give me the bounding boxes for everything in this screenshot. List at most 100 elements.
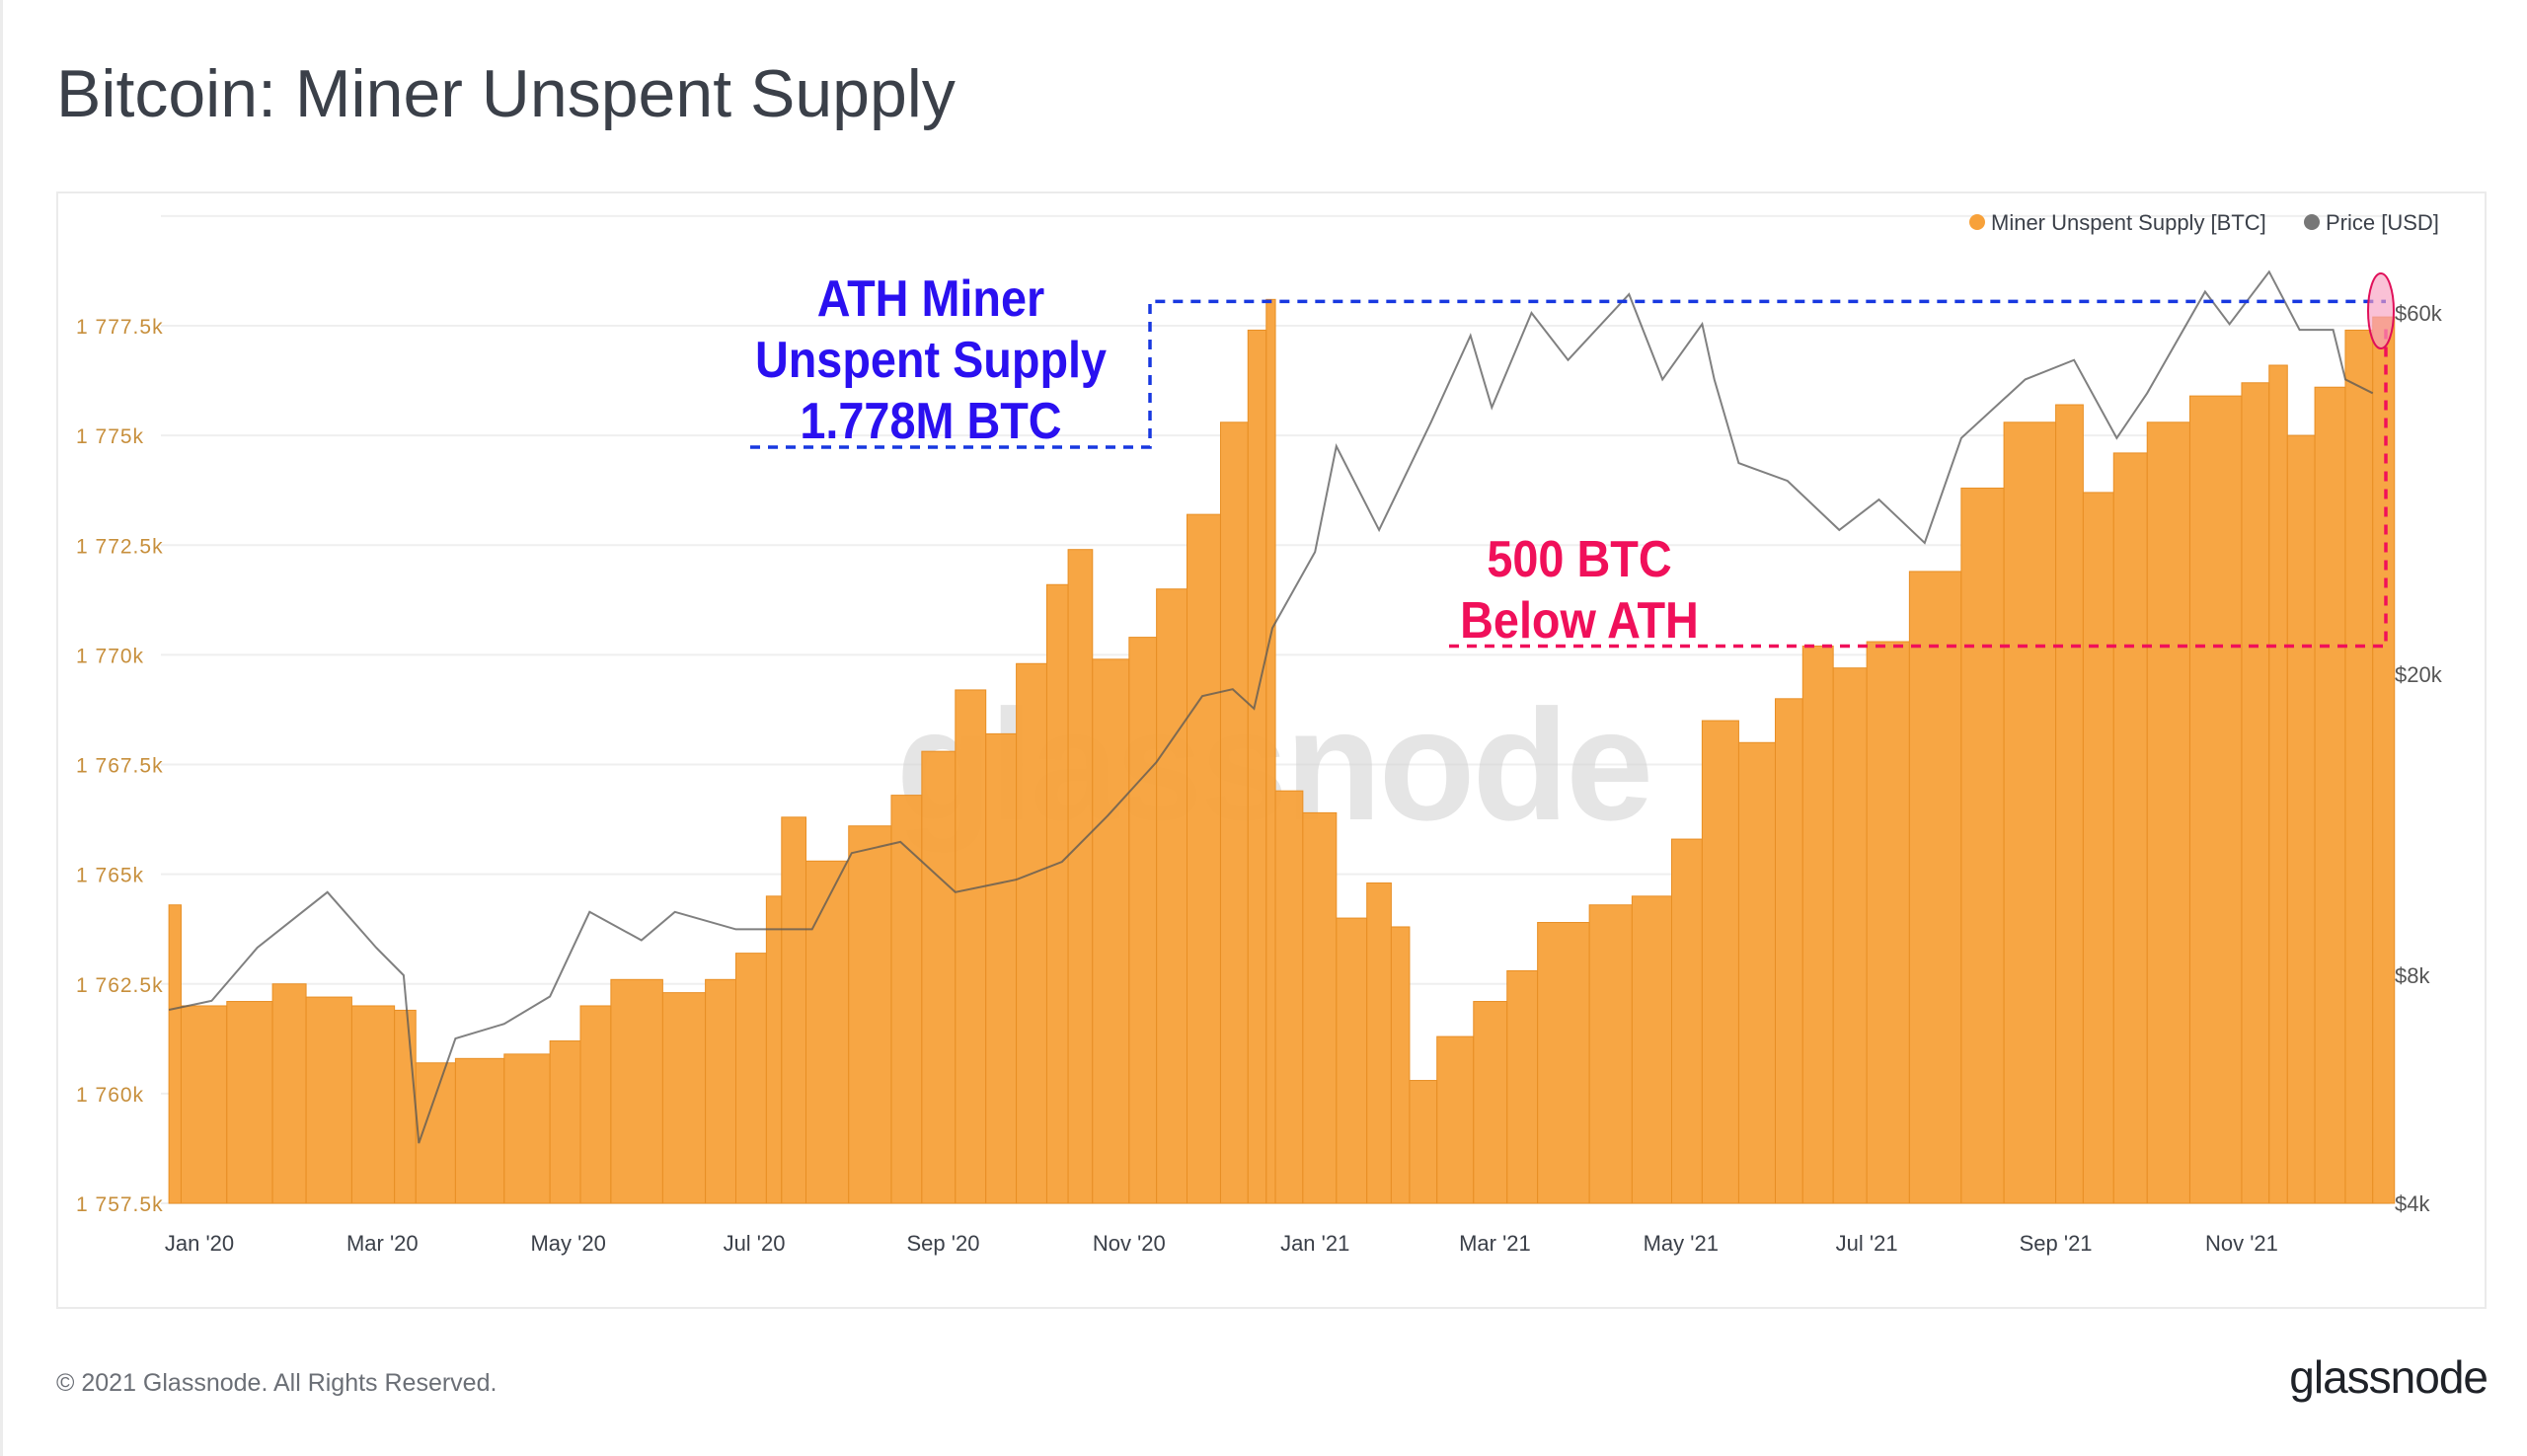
x-tick-label: Mar '21 — [1459, 1231, 1531, 1256]
supply-bar — [1409, 1080, 1438, 1204]
y-left-tick-label: 1 760k — [76, 1084, 144, 1107]
supply-bar — [661, 992, 707, 1204]
glassnode-logo[interactable]: glassnode — [2289, 1351, 2489, 1403]
y-left-tick-label: 1 770k — [76, 645, 144, 667]
supply-bar — [1588, 904, 1633, 1204]
supply-bar — [1436, 1035, 1475, 1204]
supply-bar — [180, 1005, 228, 1204]
supply-bar — [2188, 395, 2243, 1204]
x-tick-label: Nov '20 — [1093, 1231, 1166, 1256]
supply-bar — [1671, 838, 1703, 1204]
supply-bar — [705, 978, 736, 1204]
chart-panel — [56, 192, 2487, 1309]
supply-bar — [1473, 1001, 1508, 1204]
supply-bar — [1302, 811, 1338, 1204]
supply-bar — [1265, 298, 1276, 1204]
supply-bar — [1801, 645, 1834, 1204]
supply-bar — [2241, 382, 2270, 1204]
y-left-tick-label: 1 757.5k — [76, 1193, 164, 1216]
supply-bar — [955, 689, 987, 1204]
y-right-tick-label: $8k — [2395, 963, 2430, 988]
legend-dot-price — [2304, 214, 2320, 230]
x-tick-label: May '21 — [1644, 1231, 1719, 1256]
supply-bar — [1366, 882, 1392, 1204]
x-tick-label: Jul '21 — [1836, 1231, 1898, 1256]
y-left-tick-label: 1 777.5k — [76, 316, 164, 339]
supply-bar — [2003, 421, 2057, 1204]
below-ath-annotation-text: 500 BTC — [1487, 531, 1671, 588]
supply-bar — [985, 732, 1018, 1204]
x-tick-label: May '20 — [530, 1231, 605, 1256]
supply-bar — [2268, 364, 2288, 1204]
supply-bar — [890, 795, 923, 1204]
supply-bar — [781, 816, 807, 1204]
supply-bar — [350, 1005, 396, 1204]
supply-bar — [921, 750, 957, 1204]
legend-label-supply: Miner Unspent Supply [BTC] — [1991, 210, 2266, 235]
supply-bar — [1631, 895, 1673, 1204]
y-left-tick-label: 1 775k — [76, 425, 144, 448]
supply-bar — [1247, 329, 1267, 1204]
price-line — [168, 269, 2374, 1144]
supply-bar — [1092, 658, 1130, 1204]
x-tick-label: Nov '21 — [2205, 1231, 2278, 1256]
supply-bar — [1701, 720, 1739, 1204]
supply-bar — [271, 983, 307, 1204]
supply-bar — [1506, 969, 1539, 1204]
supply-bar — [1908, 571, 1962, 1204]
supply-bar — [1187, 513, 1221, 1204]
supply-bar — [549, 1040, 581, 1204]
supply-bar — [1537, 922, 1590, 1204]
supply-bar — [2082, 492, 2114, 1204]
supply-bar — [2372, 316, 2396, 1204]
supply-bar — [1960, 487, 2005, 1204]
x-tick-label: Jan '21 — [1280, 1231, 1349, 1256]
supply-bar — [734, 953, 767, 1204]
supply-bar — [805, 860, 850, 1204]
supply-bar — [1156, 588, 1188, 1204]
supply-bar — [1067, 549, 1094, 1204]
supply-bar — [610, 978, 663, 1204]
copyright-text: © 2021 Glassnode. All Rights Reserved. — [56, 1369, 498, 1397]
supply-bar — [2286, 434, 2316, 1204]
supply-bar — [1832, 667, 1868, 1204]
y-left-tick-label: 1 765k — [76, 865, 144, 887]
y-left-tick-label: 1 762.5k — [76, 974, 164, 997]
x-tick-label: Jul '20 — [724, 1231, 786, 1256]
supply-bar — [2146, 421, 2190, 1204]
ath-annotation-text: Unspent Supply — [755, 332, 1108, 389]
supply-bar — [1274, 790, 1304, 1204]
y-right-tick-label: $60k — [2395, 301, 2443, 326]
supply-bar — [1866, 641, 1910, 1204]
y-left-tick-label: 1 772.5k — [76, 535, 164, 558]
ath-dashed-line — [750, 299, 2386, 449]
y-right-tick-label: $20k — [2395, 662, 2443, 687]
supply-bar — [1128, 637, 1158, 1204]
supply-bar — [1219, 421, 1249, 1204]
x-tick-label: Sep '20 — [907, 1231, 980, 1256]
supply-bar — [503, 1053, 551, 1204]
highlight-ellipse — [2367, 272, 2395, 349]
supply-bar — [226, 1001, 273, 1204]
supply-bar — [2314, 386, 2346, 1204]
x-tick-label: Jan '20 — [165, 1231, 234, 1256]
y-right-tick-label: $4k — [2395, 1191, 2430, 1216]
y-left-tick-label: 1 767.5k — [76, 755, 164, 778]
supply-bar — [1336, 917, 1368, 1204]
x-tick-label: Mar '20 — [346, 1231, 419, 1256]
supply-bar — [305, 996, 352, 1204]
x-tick-label: Sep '21 — [2020, 1231, 2093, 1256]
supply-bar — [2344, 329, 2374, 1204]
supply-bar — [394, 1009, 417, 1204]
supply-bar — [579, 1005, 612, 1204]
supply-bar — [168, 904, 182, 1204]
supply-bar — [1774, 698, 1803, 1204]
supply-bar — [1016, 662, 1047, 1204]
supply-bar — [848, 825, 892, 1204]
page-edge — [0, 0, 3, 1456]
ath-annotation-text: ATH Miner — [817, 270, 1044, 328]
supply-bar — [2055, 404, 2084, 1204]
ath-annotation-text: 1.778M BTC — [800, 393, 1061, 450]
supply-bar — [1737, 741, 1776, 1204]
supply-bar — [1045, 583, 1069, 1204]
